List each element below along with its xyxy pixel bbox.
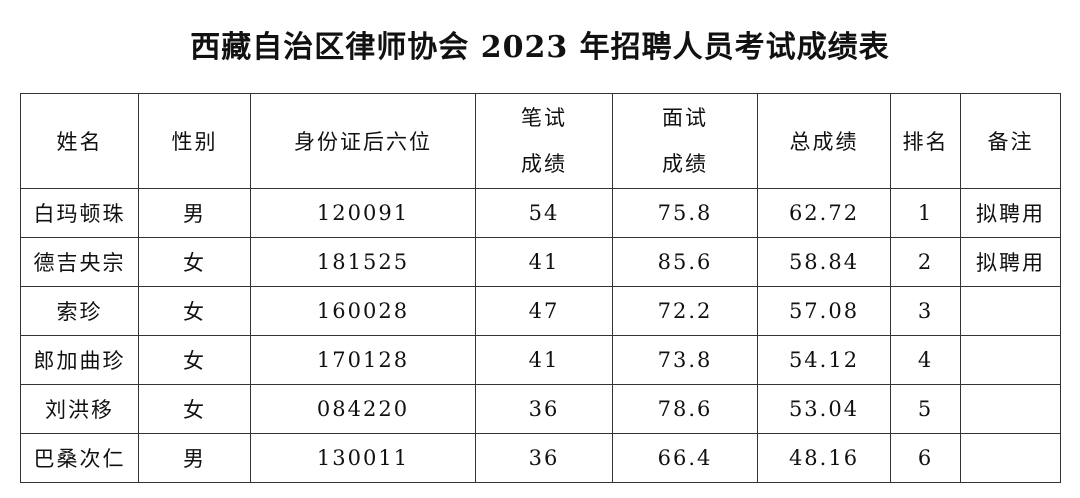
column-header: 排名 [890,93,961,189]
table-cell: 58.84 [757,237,891,287]
table-cell: 57.08 [757,286,891,336]
table-cell: 白玛顿珠 [20,188,139,238]
table-cell: 刘洪移 [20,384,139,434]
table-cell: 女 [138,335,251,385]
column-header-text: 笔试成绩 [520,106,567,176]
table-row: 白玛顿珠男 120091 54 75.8 62.72 1 拟聘用 [20,188,1061,238]
table-cell: 120091 [250,188,476,238]
column-header: 面试成绩 [612,93,758,189]
header-row: 姓名 性别 身份证后六位 笔试成绩 面试成绩 总成绩 排名 备注 [20,93,1061,189]
table-cell: 54 [475,188,613,238]
column-header-text: 面试成绩 [661,106,708,176]
table-cell: 德吉央宗 [20,237,139,287]
table-cell: 160028 [250,286,476,336]
table-cell: 36 [475,433,613,483]
table-cell: 4 [890,335,961,385]
table-row: 刘洪移女 084220 36 78.6 53.04 5 [20,384,1061,434]
table-cell [960,335,1061,385]
table-cell: 084220 [250,384,476,434]
table-cell: 2 [890,237,961,287]
table-cell: 181525 [250,237,476,287]
table-cell: 女 [138,286,251,336]
table-cell: 54.12 [757,335,891,385]
table-cell [960,433,1061,483]
table-cell: 72.2 [612,286,758,336]
table-cell: 男 [138,433,251,483]
table-cell: 男 [138,188,251,238]
table-cell: 1 [890,188,961,238]
column-header: 笔试成绩 [475,93,613,189]
table-row: 郎加曲珍女 170128 41 73.8 54.12 4 [20,335,1061,385]
table-cell: 巴桑次仁 [20,433,139,483]
table-cell: 女 [138,237,251,287]
table-body: 白玛顿珠男 120091 54 75.8 62.72 1 拟聘用 德吉央宗女 181525 41 8… [20,188,1061,483]
table-cell: 3 [890,286,961,336]
table-cell: 6 [890,433,961,483]
score-table: 姓名 性别 身份证后六位 笔试成绩 面试成绩 总成绩 排名 备注 白玛顿珠男 120091 54 7… [20,93,1061,483]
table-cell [960,286,1061,336]
table-cell: 36 [475,384,613,434]
table-cell: 66.4 [612,433,758,483]
title: 西藏自治区律师协会 2023 年招聘人员考试成绩表 [190,30,890,65]
table-cell: 62.72 [757,188,891,238]
table-cell: 郎加曲珍 [20,335,139,385]
table-cell: 拟聘用 [960,188,1061,238]
table-cell: 130011 [250,433,476,483]
table-cell: 41 [475,335,613,385]
table-cell [960,384,1061,434]
column-header: 性别 [138,93,251,189]
column-header: 总成绩 [757,93,891,189]
column-header: 姓名 [20,93,139,189]
table-cell: 47 [475,286,613,336]
table-cell: 53.04 [757,384,891,434]
table-cell: 女 [138,384,251,434]
table-cell: 41 [475,237,613,287]
column-header: 身份证后六位 [250,93,476,189]
table-row: 巴桑次仁男 130011 36 66.4 48.16 6 [20,433,1061,483]
table-cell: 73.8 [612,335,758,385]
table-cell: 75.8 [612,188,758,238]
table-cell: 78.6 [612,384,758,434]
table-cell: 48.16 [757,433,891,483]
table-row: 索珍女 160028 47 72.2 57.08 3 [20,286,1061,336]
table-row: 德吉央宗女 181525 41 85.6 58.84 2 拟聘用 [20,237,1061,287]
table-cell: 5 [890,384,961,434]
table-cell: 索珍 [20,286,139,336]
table-cell: 拟聘用 [960,237,1061,287]
column-header: 备注 [960,93,1061,189]
table-cell: 85.6 [612,237,758,287]
table-cell: 170128 [250,335,476,385]
